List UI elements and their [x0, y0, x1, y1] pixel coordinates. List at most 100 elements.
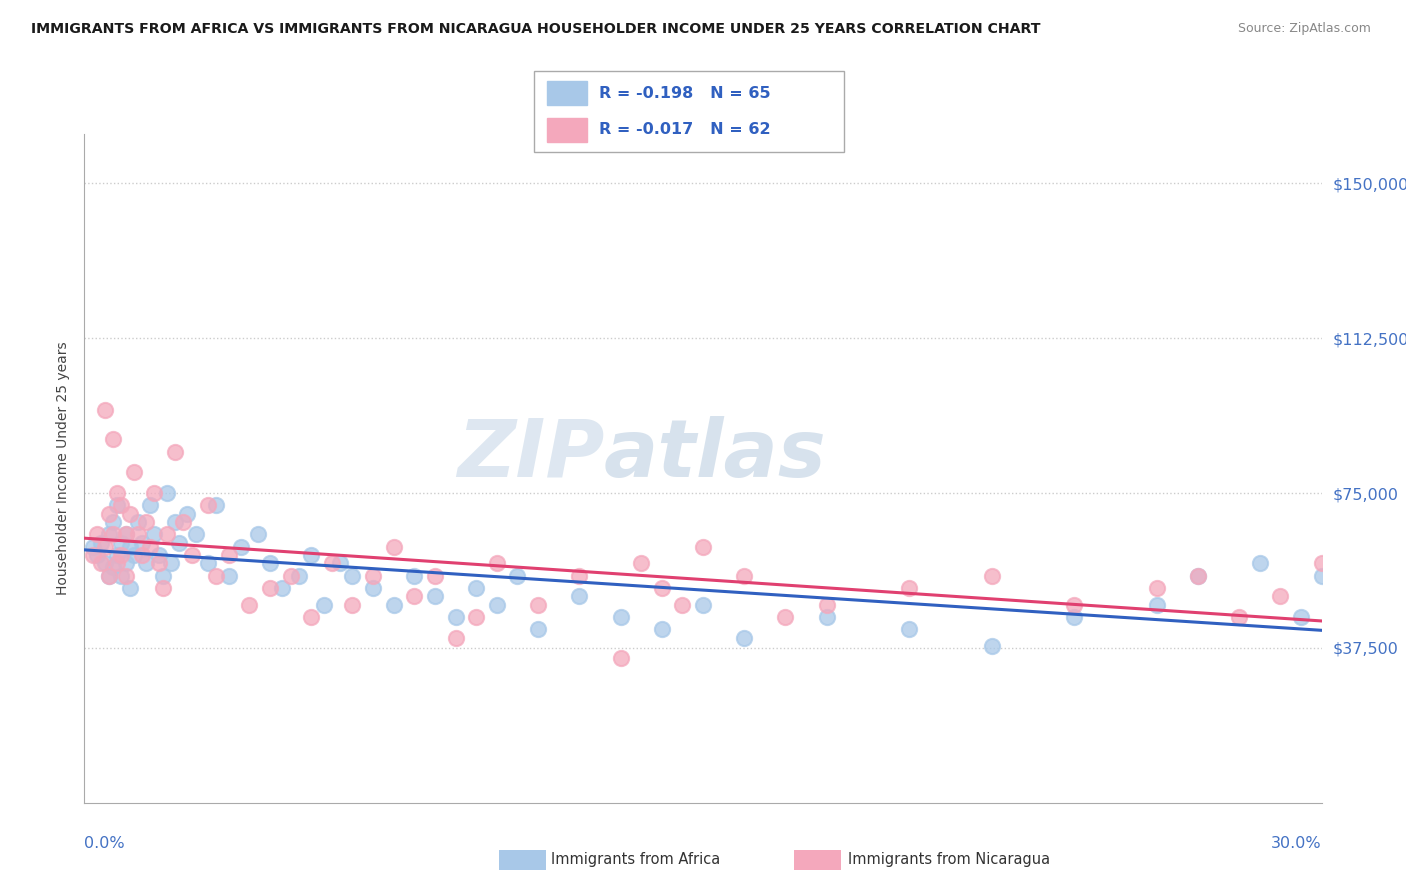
Point [156, 527, 179, 541]
Point [342, 598, 364, 612]
Point [105, 486, 128, 500]
Point [103, 527, 125, 541]
Point [980, 639, 1002, 653]
Point [568, 590, 591, 604]
Point [172, 515, 194, 529]
Point [131, 535, 153, 549]
Point [361, 581, 384, 595]
Point [110, 535, 132, 549]
Point [898, 581, 921, 595]
Point [180, 548, 202, 562]
Point [444, 610, 467, 624]
Point [94, 403, 117, 417]
Point [148, 556, 170, 570]
Point [122, 466, 145, 480]
Point [218, 548, 240, 562]
Point [465, 581, 488, 595]
Point [329, 556, 352, 570]
Point [98, 527, 121, 541]
Point [568, 568, 591, 582]
Point [299, 610, 322, 624]
Point [259, 581, 281, 595]
Point [404, 590, 426, 604]
Point [86, 548, 108, 562]
Point [980, 568, 1002, 582]
Point [238, 598, 260, 612]
Point [898, 623, 921, 637]
Point [382, 540, 405, 554]
Point [1063, 598, 1085, 612]
Point [197, 499, 219, 513]
Text: Source: ZipAtlas.com: Source: ZipAtlas.com [1237, 22, 1371, 36]
Point [127, 527, 149, 541]
Point [165, 515, 187, 529]
Point [423, 590, 446, 604]
Point [98, 507, 121, 521]
Text: IMMIGRANTS FROM AFRICA VS IMMIGRANTS FROM NICARAGUA HOUSEHOLDER INCOME UNDER 25 : IMMIGRANTS FROM AFRICA VS IMMIGRANTS FRO… [31, 22, 1040, 37]
Point [1310, 568, 1333, 582]
Point [423, 568, 446, 582]
Text: R = -0.017   N = 62: R = -0.017 N = 62 [599, 122, 770, 137]
Point [98, 568, 121, 582]
Point [82, 548, 104, 562]
Point [1146, 581, 1168, 595]
Point [197, 556, 219, 570]
Point [118, 507, 141, 521]
Point [110, 568, 132, 582]
Point [299, 548, 322, 562]
Point [630, 556, 652, 570]
Point [1146, 598, 1168, 612]
Text: ZIP: ZIP [457, 416, 605, 494]
Text: 0.0%: 0.0% [84, 837, 125, 851]
Text: Immigrants from Nicaragua: Immigrants from Nicaragua [848, 853, 1050, 867]
Point [259, 556, 281, 570]
Point [312, 598, 335, 612]
Point [1249, 556, 1271, 570]
Point [103, 560, 125, 574]
Point [167, 535, 190, 549]
Point [114, 568, 136, 582]
Point [118, 540, 141, 554]
Point [131, 548, 153, 562]
Point [609, 610, 631, 624]
Point [609, 651, 631, 665]
Point [156, 486, 179, 500]
Point [152, 581, 174, 595]
Point [114, 527, 136, 541]
Point [815, 610, 838, 624]
Point [733, 568, 755, 582]
Point [90, 535, 112, 549]
Point [218, 568, 240, 582]
Bar [547, 81, 586, 105]
Point [229, 540, 252, 554]
Point [98, 568, 121, 582]
Point [246, 527, 269, 541]
Point [404, 568, 426, 582]
Point [1270, 590, 1292, 604]
Point [103, 515, 125, 529]
Point [321, 556, 343, 570]
Point [148, 548, 170, 562]
Point [143, 486, 166, 500]
Text: atlas: atlas [605, 416, 827, 494]
Point [361, 568, 384, 582]
Point [122, 548, 145, 562]
Point [651, 581, 673, 595]
Point [692, 540, 714, 554]
Point [1310, 556, 1333, 570]
Point [506, 568, 529, 582]
Point [485, 598, 508, 612]
Point [733, 631, 755, 645]
Point [444, 631, 467, 645]
Point [527, 623, 550, 637]
Text: Immigrants from Africa: Immigrants from Africa [551, 853, 720, 867]
Point [127, 515, 149, 529]
Point [205, 568, 228, 582]
Point [271, 581, 294, 595]
Point [465, 610, 488, 624]
Point [671, 598, 693, 612]
Point [382, 598, 405, 612]
Point [176, 507, 198, 521]
Point [139, 540, 162, 554]
Point [118, 581, 141, 595]
